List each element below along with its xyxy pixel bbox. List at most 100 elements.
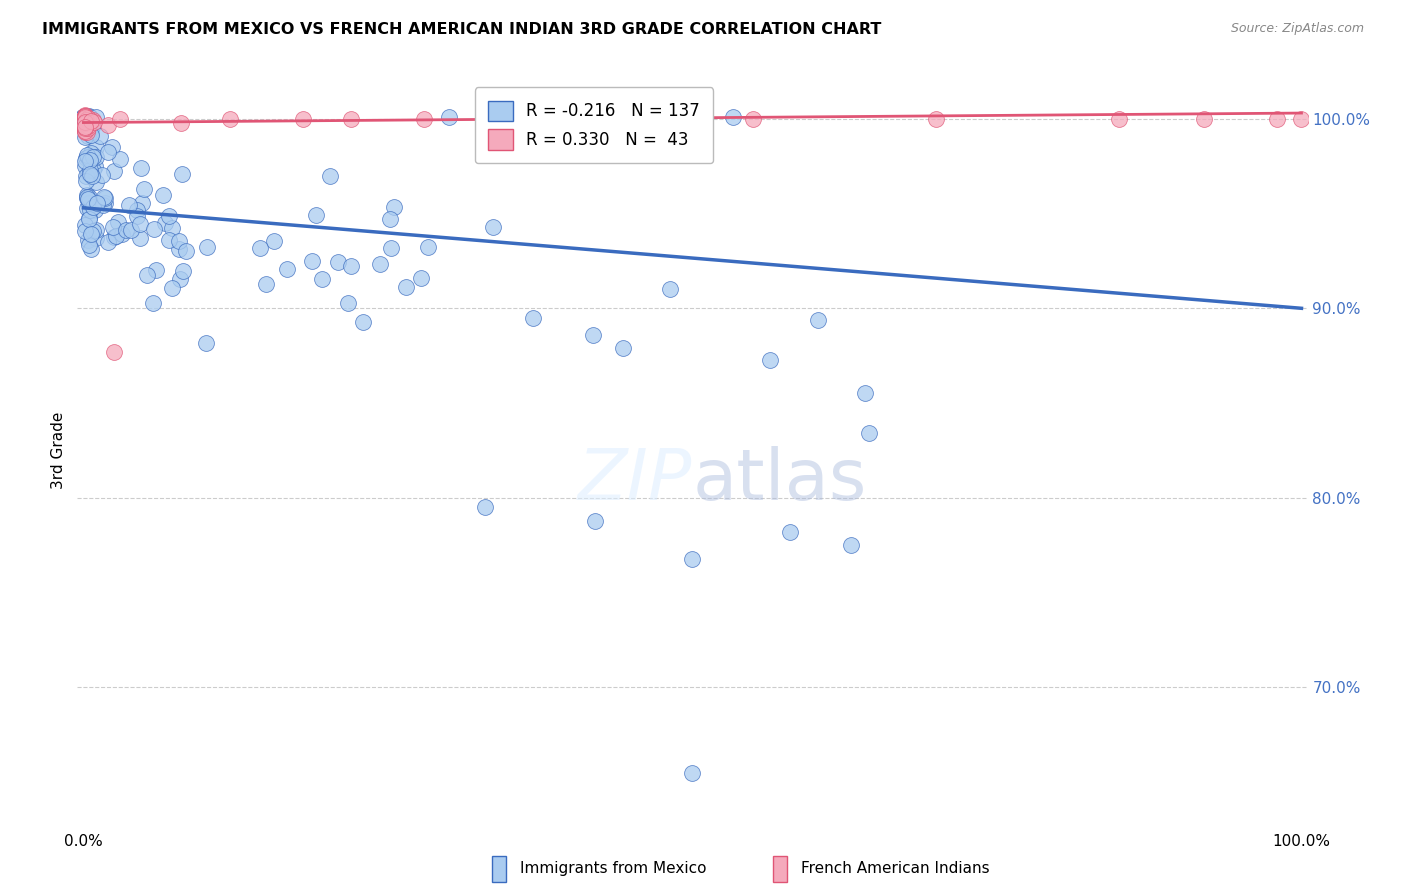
Point — [84, 110, 107, 124]
Point — [76, 112, 98, 127]
Point — [249, 242, 271, 256]
Point — [336, 295, 359, 310]
Point — [107, 215, 129, 229]
Point — [97, 118, 120, 132]
Point — [73, 108, 96, 122]
Point — [103, 230, 125, 244]
Point — [73, 125, 96, 139]
Point — [84, 175, 107, 189]
Point — [76, 233, 98, 247]
Y-axis label: 3rd Grade: 3rd Grade — [51, 412, 66, 489]
Point — [73, 109, 96, 123]
Point — [291, 112, 314, 126]
Point — [79, 153, 101, 167]
Point — [110, 152, 132, 166]
Point — [169, 272, 191, 286]
Point — [114, 223, 136, 237]
Point — [79, 167, 101, 181]
Point — [73, 120, 96, 134]
Point — [79, 110, 101, 124]
Point — [131, 196, 153, 211]
Point — [319, 169, 342, 183]
Point — [380, 241, 402, 255]
Point — [522, 311, 544, 326]
Point — [142, 296, 165, 310]
Point — [73, 121, 96, 136]
Point — [82, 169, 104, 183]
Point — [155, 216, 177, 230]
Point — [263, 235, 285, 249]
Point — [583, 514, 606, 528]
Point — [125, 209, 148, 223]
Point — [73, 110, 96, 124]
Point — [582, 327, 605, 342]
Point — [79, 163, 101, 178]
Point — [82, 163, 104, 178]
Point — [160, 281, 183, 295]
Point — [75, 169, 97, 183]
Point — [170, 167, 193, 181]
Text: ZIP: ZIP — [578, 446, 693, 516]
Point — [659, 282, 682, 296]
Point — [89, 128, 111, 143]
Point — [75, 110, 97, 124]
Point — [173, 263, 195, 277]
Point — [76, 187, 98, 202]
Text: atlas: atlas — [693, 446, 868, 516]
Point — [73, 123, 96, 137]
Point — [77, 109, 100, 123]
Point — [254, 277, 277, 292]
Point — [145, 263, 167, 277]
Point — [117, 197, 139, 211]
Point — [73, 116, 96, 130]
Point — [77, 195, 100, 210]
Point — [90, 169, 112, 183]
Point — [413, 112, 436, 126]
Point — [76, 190, 98, 204]
Point — [80, 242, 103, 256]
Point — [194, 336, 217, 351]
Point — [721, 110, 744, 124]
Point — [84, 223, 107, 237]
Point — [111, 227, 134, 241]
Point — [839, 538, 862, 552]
Point — [340, 112, 363, 126]
Point — [77, 238, 100, 252]
Point — [499, 112, 522, 126]
Point — [101, 219, 124, 234]
Point — [75, 152, 97, 166]
Point — [97, 235, 120, 249]
Point — [395, 280, 418, 294]
Point — [82, 201, 104, 215]
Point — [170, 115, 193, 129]
Point — [326, 255, 349, 269]
Point — [73, 109, 96, 123]
Point — [75, 123, 97, 137]
Point — [80, 113, 103, 128]
Point — [77, 166, 100, 180]
Point — [157, 209, 180, 223]
Point — [84, 149, 107, 163]
Point — [108, 112, 131, 126]
Point — [86, 231, 108, 245]
Point — [75, 115, 97, 129]
Point — [77, 211, 100, 226]
Point — [416, 240, 439, 254]
Point — [474, 500, 496, 515]
Point — [73, 224, 96, 238]
Text: Source: ZipAtlas.com: Source: ZipAtlas.com — [1230, 22, 1364, 36]
Point — [925, 112, 948, 126]
Point — [368, 257, 391, 271]
Point — [76, 191, 98, 205]
Point — [129, 231, 152, 245]
Point — [77, 190, 100, 204]
Point — [411, 271, 433, 285]
Point — [384, 200, 406, 214]
Point — [76, 192, 98, 206]
Point — [77, 111, 100, 125]
Point — [73, 218, 96, 232]
Point — [84, 140, 107, 154]
Point — [339, 259, 361, 273]
Point — [97, 145, 120, 159]
Point — [853, 385, 876, 400]
